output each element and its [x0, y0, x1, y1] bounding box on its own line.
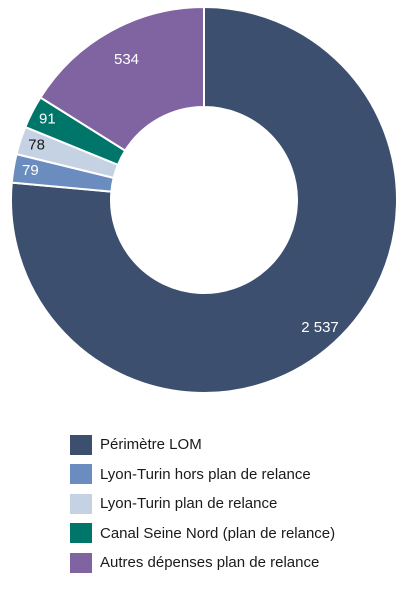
legend-swatch [70, 493, 92, 514]
slice-perimetre-lom [10, 5, 398, 394]
legend: Périmètre LOM Lyon-Turin hors plan de re… [70, 430, 335, 578]
data-label-autres-depenses: 534 [114, 51, 139, 68]
legend-label: Lyon-Turin hors plan de relance [100, 465, 311, 483]
legend-swatch [70, 523, 92, 544]
legend-item-perimetre-lom: Périmètre LOM [70, 430, 335, 460]
legend-swatch [70, 552, 92, 573]
legend-swatch [70, 464, 92, 485]
legend-item-lyon-turin-plan: Lyon-Turin plan de relance [70, 489, 335, 519]
donut-chart: 2 537 79 78 91 534 [10, 5, 398, 394]
data-label-canal-seine-nord: 91 [39, 111, 56, 128]
legend-label: Lyon-Turin plan de relance [100, 495, 278, 513]
legend-label: Canal Seine Nord (plan de relance) [100, 524, 336, 542]
legend-swatch [70, 434, 92, 455]
legend-item-autres-depenses: Autres dépenses plan de relance [70, 548, 335, 578]
data-label-perimetre-lom: 2 537 [301, 319, 339, 336]
legend-item-canal-seine-nord: Canal Seine Nord (plan de relance) [70, 519, 335, 549]
data-label-lyon-turin-plan: 78 [28, 137, 45, 154]
data-label-lyon-turin-hors: 79 [22, 162, 39, 179]
slice-autres-depenses [39, 5, 205, 152]
legend-item-lyon-turin-hors: Lyon-Turin hors plan de relance [70, 460, 335, 490]
legend-label: Périmètre LOM [100, 436, 202, 454]
legend-label: Autres dépenses plan de relance [100, 554, 320, 572]
